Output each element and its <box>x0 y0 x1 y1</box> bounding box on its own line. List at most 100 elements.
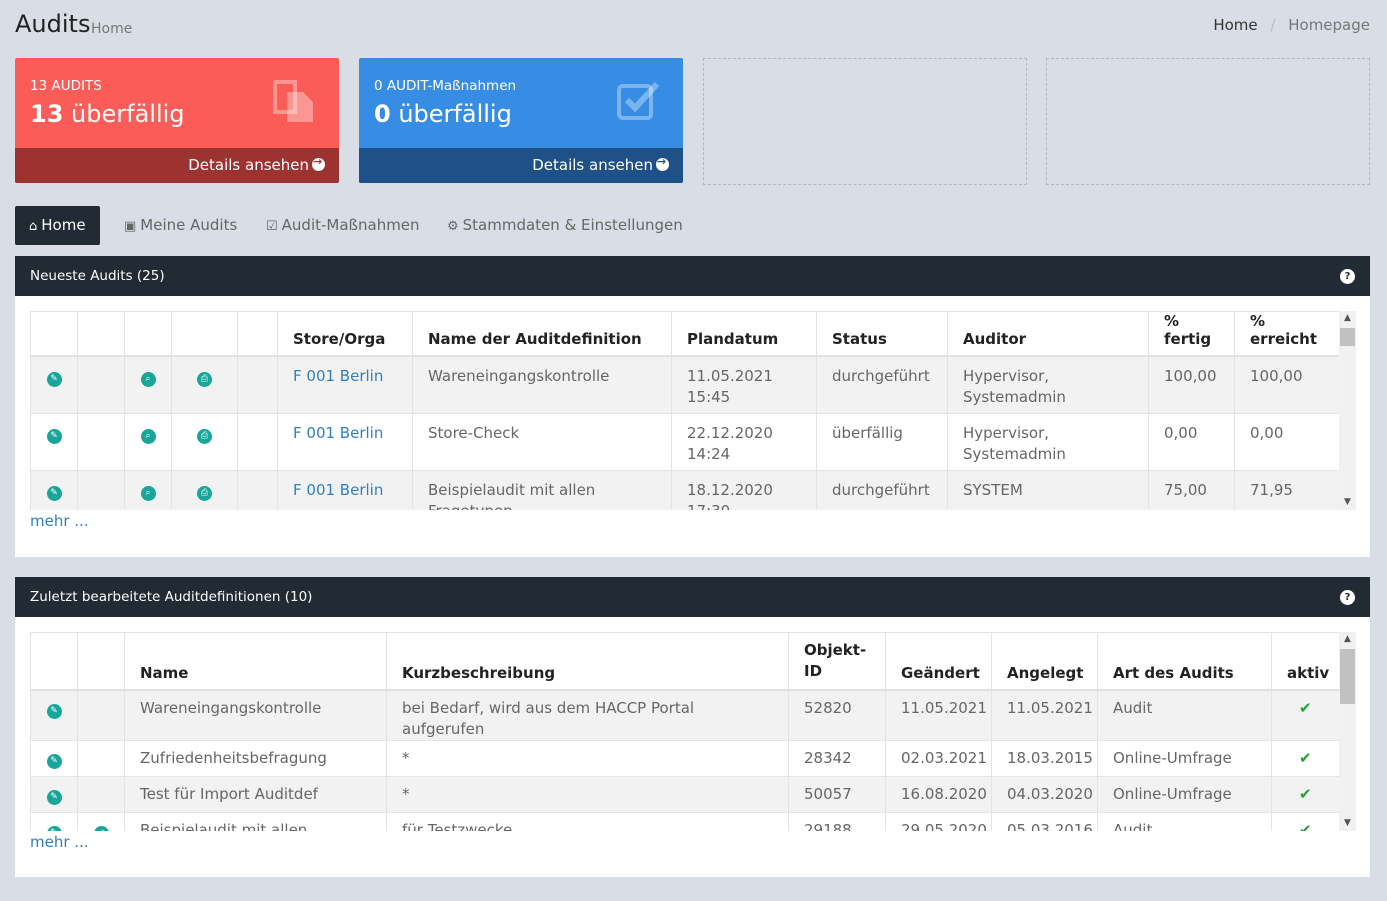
tile-caption: 13 AUDITS <box>30 78 102 94</box>
edit-icon[interactable]: ✎ <box>46 372 62 387</box>
chevron-up-icon[interactable]: ▲ <box>1344 313 1351 323</box>
definitions-table-wrap: Name Kurzbeschreibung Objekt- ID Geändert… <box>30 632 1356 831</box>
tab-home[interactable]: ⌂ Home <box>15 206 100 245</box>
col-header-created[interactable]: Angelegt <box>991 633 1098 691</box>
store-link[interactable]: F 001 Berlin <box>293 367 384 385</box>
col-header-blank2 <box>237 312 278 357</box>
col-header-name[interactable]: Name <box>124 633 387 691</box>
col-header-store[interactable]: Store/Orga <box>277 312 413 357</box>
latest-audits-table-wrap: Store/Orga Name der Auditdefinition Plan… <box>30 311 1356 510</box>
plan-date: 18.12.2020 <box>687 480 773 499</box>
scrollbar-thumb[interactable] <box>1340 328 1355 346</box>
more-link[interactable]: mehr ... <box>30 833 89 851</box>
help-icon[interactable]: ? <box>1340 590 1355 605</box>
col-header-object-id[interactable]: Objekt- ID <box>788 633 886 691</box>
object-id: 29188 <box>788 812 886 831</box>
tile-placeholder <box>1046 58 1370 185</box>
definition-description: * <box>386 776 789 813</box>
col-header-changed[interactable]: Geändert <box>885 633 992 691</box>
vertical-scrollbar[interactable]: ▲ ▼ <box>1339 632 1356 831</box>
col-header-print <box>171 312 238 357</box>
plan-date: 11.05.2021 <box>687 367 773 385</box>
table-row: ✎ Wareneingangskontrolle bei Bedarf, wir… <box>30 690 1339 741</box>
help-icon[interactable]: ? <box>1340 269 1355 284</box>
edit-icon[interactable]: ✎ <box>46 754 62 769</box>
plan-time: 14:24 <box>687 444 731 463</box>
definition-description: für Testzwecke <box>386 812 789 831</box>
page-subtitle: Home <box>91 21 133 37</box>
col-header-view <box>124 312 172 357</box>
col-header-achieved[interactable]: % erreicht <box>1234 312 1339 357</box>
chevron-up-icon[interactable]: ▲ <box>1344 634 1351 644</box>
col-header-lock <box>77 633 125 691</box>
print-icon[interactable]: ⎙ <box>197 428 212 444</box>
table-row: ✎ Test für Import Auditdef * 50057 16.08… <box>30 776 1339 813</box>
table-row: ✎ 🔓︎ Beispielaudit mit allen für Testzwe… <box>30 812 1339 831</box>
panel-title: Neueste Audits (25) <box>30 268 165 284</box>
col-header-name[interactable]: Name der Auditdefinition <box>412 312 672 357</box>
definition-name: Test für Import Auditdef <box>124 776 387 813</box>
breadcrumb-current: Homepage <box>1288 16 1370 34</box>
percent-done: 0,00 <box>1148 413 1235 471</box>
edit-icon[interactable]: ✎ <box>46 428 62 444</box>
gear-icon: ⚙ <box>447 219 459 234</box>
store-link[interactable]: F 001 Berlin <box>293 423 384 442</box>
search-icon[interactable]: ⌕ <box>140 372 156 387</box>
col-header-active[interactable]: aktiv <box>1271 633 1339 691</box>
col-header-type[interactable]: Art des Audits <box>1097 633 1272 691</box>
arrow-circle-icon <box>656 155 669 171</box>
tab-my-audits[interactable]: ▣ Meine Audits <box>124 216 238 234</box>
tile-caption: 0 AUDIT-Maßnahmen <box>374 78 517 94</box>
tab-audit-measures[interactable]: ☑ Audit-Maßnahmen <box>266 216 420 234</box>
more-link[interactable]: mehr ... <box>30 512 89 530</box>
search-icon[interactable]: ⌕ <box>140 428 156 444</box>
unlock-icon[interactable]: 🔓︎ <box>93 826 109 831</box>
changed-date: 02.03.2021 <box>885 740 992 777</box>
tab-master-data[interactable]: ⚙ Stammdaten & Einstellungen <box>447 216 683 234</box>
check-square-icon <box>617 80 661 124</box>
col-header-auditor[interactable]: Auditor <box>947 312 1149 357</box>
status: durchgeführt <box>816 356 948 414</box>
auditor: SYSTEM <box>963 480 1023 499</box>
search-icon[interactable]: ⌕ <box>140 485 156 501</box>
col-header-date[interactable]: Plandatum <box>671 312 817 357</box>
edit-icon[interactable]: ✎ <box>46 790 62 805</box>
details-link[interactable]: Details ansehen <box>359 148 683 183</box>
percent-achieved: 71,95 <box>1234 470 1339 510</box>
check-icon: ✔ <box>1298 785 1312 803</box>
edit-icon[interactable]: ✎ <box>46 704 62 719</box>
chevron-down-icon[interactable]: ▼ <box>1344 818 1351 828</box>
scrollbar-thumb[interactable] <box>1340 649 1355 704</box>
col-header-status[interactable]: Status <box>816 312 948 357</box>
object-id: 52820 <box>788 690 886 741</box>
audit-type: Online-Umfrage <box>1097 740 1272 777</box>
page-title: Audits <box>15 10 91 38</box>
breadcrumb: Home / Homepage <box>1213 16 1370 34</box>
chevron-down-icon[interactable]: ▼ <box>1344 497 1351 507</box>
overdue-measures-tile: 0 AUDIT-Maßnahmen 0 überfällig Details a… <box>359 58 683 183</box>
auditor: Hypervisor, <box>963 367 1050 385</box>
col-header-description[interactable]: Kurzbeschreibung <box>386 633 789 691</box>
col-header-edit <box>30 633 78 691</box>
auditor: Systemadmin <box>963 388 1066 406</box>
audit-name: Wareneingangskontrolle <box>412 356 672 414</box>
edit-icon[interactable]: ✎ <box>46 826 62 831</box>
plan-date: 22.12.2020 <box>687 423 773 442</box>
definition-name: Beispielaudit mit allen <box>124 812 387 831</box>
audit-type: Audit <box>1097 690 1272 741</box>
table-header-row: Store/Orga Name der Auditdefinition Plan… <box>30 312 1339 357</box>
col-header-blank <box>77 312 125 357</box>
check-icon: ✔ <box>1298 821 1312 831</box>
store-link[interactable]: F 001 Berlin <box>293 480 384 499</box>
changed-date: 16.08.2020 <box>885 776 992 813</box>
panel-title: Zuletzt bearbeitete Auditdefinitionen (1… <box>30 589 313 605</box>
details-link[interactable]: Details ansehen <box>15 148 339 183</box>
print-icon[interactable]: ⎙ <box>197 372 212 387</box>
print-icon[interactable]: ⎙ <box>197 485 212 501</box>
tile-value: 13 überfällig <box>30 100 185 128</box>
col-header-done[interactable]: % fertig <box>1148 312 1235 357</box>
definition-description: * <box>386 740 789 777</box>
breadcrumb-home[interactable]: Home <box>1213 16 1258 34</box>
edit-icon[interactable]: ✎ <box>46 485 62 501</box>
vertical-scrollbar[interactable]: ▲ ▼ <box>1339 311 1356 510</box>
